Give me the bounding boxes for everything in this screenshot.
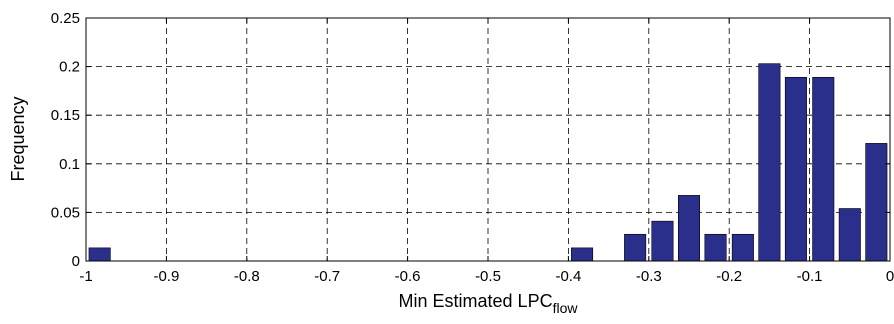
x-tick-label: -0.5 <box>475 268 501 285</box>
x-tick-label: -0.2 <box>716 268 742 285</box>
x-tick-label: -0.1 <box>797 268 823 285</box>
y-tick-label: 0.25 <box>51 10 80 27</box>
ticks <box>85 17 891 262</box>
x-axis-label-subscript: flow <box>553 300 579 316</box>
x-axis-label: Min Estimated LPCflow <box>399 291 579 316</box>
y-tick-label: 0 <box>72 253 80 270</box>
y-tick-label: 0.2 <box>59 59 80 76</box>
histogram-bar <box>812 76 835 262</box>
x-tick-label: -0.8 <box>234 268 260 285</box>
histogram-bar <box>571 247 594 262</box>
histogram-bar <box>731 233 754 262</box>
x-tick-label: -0.9 <box>153 268 179 285</box>
histogram-bar <box>838 208 861 262</box>
x-tick-label: 0 <box>886 268 894 285</box>
histogram-bar <box>865 143 888 262</box>
histogram-bar <box>88 247 111 262</box>
histogram-bar <box>784 76 807 262</box>
y-axis-label: Frequency <box>8 96 28 181</box>
y-tick-label: 0.1 <box>59 156 80 173</box>
x-tick-label: -1 <box>79 268 92 285</box>
x-tick-label: -0.6 <box>395 268 421 285</box>
histogram-bar <box>758 63 781 262</box>
x-tick-label: -0.4 <box>555 268 581 285</box>
x-tick-label: -0.3 <box>636 268 662 285</box>
histogram-bar <box>651 220 674 262</box>
bars <box>88 63 888 262</box>
histogram-bar <box>624 233 647 262</box>
x-tick-label: -0.7 <box>314 268 340 285</box>
x-axis-label-main: Min Estimated LPC <box>399 291 553 311</box>
y-tick-label: 0.15 <box>51 107 80 124</box>
x-tick-labels: -1 -0.9 -0.8 -0.7 -0.6 -0.5 -0.4 -0.3 -0.2 -0.1 0 <box>79 268 894 285</box>
histogram-bar <box>677 195 701 262</box>
histogram-bar <box>704 233 727 262</box>
y-tick-label: 0.05 <box>51 204 80 221</box>
y-tick-labels: 0 0.05 0.1 0.15 0.2 0.25 <box>51 10 80 270</box>
grid <box>86 18 890 261</box>
